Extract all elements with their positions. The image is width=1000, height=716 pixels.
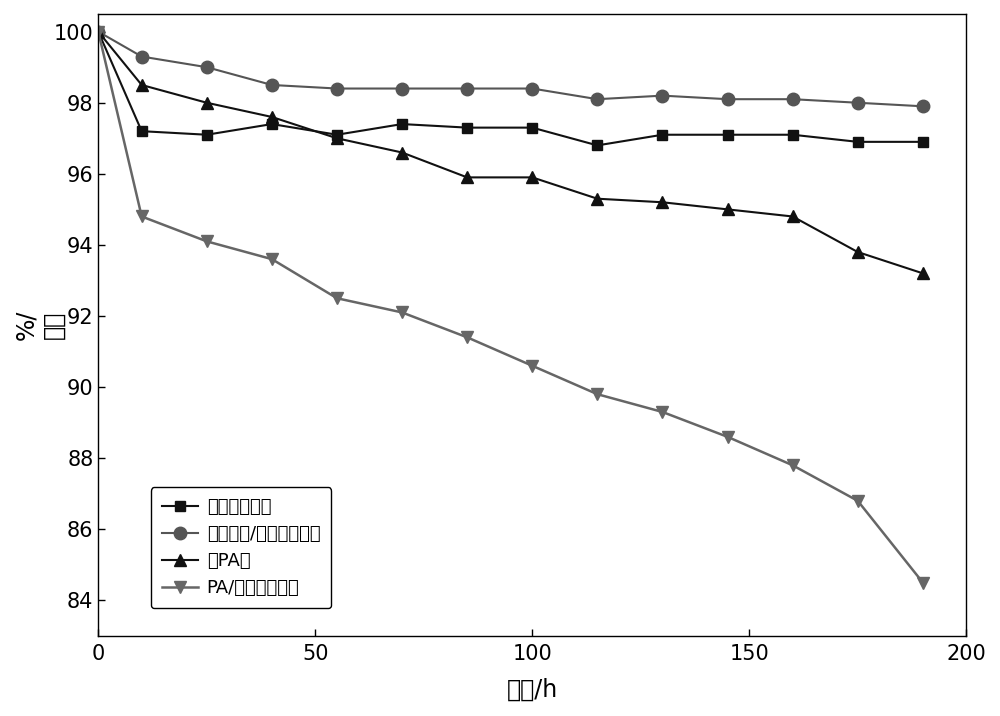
Line: 聚硫氧烷/馒溶胶复合膜: 聚硫氧烷/馒溶胶复合膜 xyxy=(92,25,929,112)
纯PA膜 xyxy=(136,81,148,90)
纯聚硫氧烷膜 xyxy=(396,120,408,128)
纯PA膜 xyxy=(852,248,864,256)
纯聚硫氧烷膜 xyxy=(591,141,603,150)
聚硫氧烷/馒溶胶复合膜 xyxy=(852,99,864,107)
PA/馒溶胶复合膜 xyxy=(92,27,104,36)
PA/馒溶胶复合膜 xyxy=(331,294,343,303)
纯聚硫氧烷膜 xyxy=(266,120,278,128)
纯PA膜 xyxy=(266,112,278,121)
Line: 纯聚硫氧烷膜: 纯聚硫氧烷膜 xyxy=(93,26,928,150)
纯聚硫氧烷膜 xyxy=(526,123,538,132)
X-axis label: 时间/h: 时间/h xyxy=(507,678,558,702)
Legend: 纯聚硫氧烷膜, 聚硫氧烷/馒溶胶复合膜, 纯PA膜, PA/馒溶胶复合膜: 纯聚硫氧烷膜, 聚硫氧烷/馒溶胶复合膜, 纯PA膜, PA/馒溶胶复合膜 xyxy=(151,488,331,608)
聚硫氧烷/馒溶胶复合膜 xyxy=(591,95,603,104)
纯聚硫氧烷膜 xyxy=(331,130,343,139)
聚硫氧烷/馒溶胶复合膜 xyxy=(92,27,104,36)
纯PA膜 xyxy=(396,148,408,157)
聚硫氧烷/馒溶胶复合膜 xyxy=(266,81,278,90)
PA/馒溶胶复合膜 xyxy=(787,461,799,470)
纯PA膜 xyxy=(787,212,799,221)
纯PA膜 xyxy=(656,198,668,206)
PA/馒溶胶复合膜 xyxy=(852,496,864,505)
PA/馒溶胶复合膜 xyxy=(396,308,408,316)
聚硫氧烷/馒溶胶复合膜 xyxy=(656,92,668,100)
聚硫氧烷/馒溶胶复合膜 xyxy=(396,84,408,93)
纯聚硫氧烷膜 xyxy=(787,130,799,139)
纯聚硫氧烷膜 xyxy=(917,137,929,146)
PA/馒溶胶复合膜 xyxy=(722,432,734,441)
聚硫氧烷/馒溶胶复合膜 xyxy=(201,63,213,72)
PA/馒溶胶复合膜 xyxy=(917,579,929,587)
Y-axis label: %/
重量: %/ 重量 xyxy=(14,310,66,340)
PA/馒溶胶复合膜 xyxy=(591,390,603,399)
纯PA膜 xyxy=(591,195,603,203)
聚硫氧烷/馒溶胶复合膜 xyxy=(722,95,734,104)
纯聚硫氧烷膜 xyxy=(136,127,148,135)
Line: PA/馒溶胶复合膜: PA/馒溶胶复合膜 xyxy=(93,26,928,588)
Line: 纯PA膜: 纯PA膜 xyxy=(93,26,928,279)
聚硫氧烷/馒溶胶复合膜 xyxy=(136,52,148,61)
纯聚硫氧烷膜 xyxy=(722,130,734,139)
纯PA膜 xyxy=(461,173,473,182)
纯聚硫氧烷膜 xyxy=(92,27,104,36)
聚硫氧烷/馒溶胶复合膜 xyxy=(787,95,799,104)
PA/馒溶胶复合膜 xyxy=(656,407,668,416)
纯PA膜 xyxy=(331,134,343,142)
PA/馒溶胶复合膜 xyxy=(136,212,148,221)
纯PA膜 xyxy=(722,205,734,213)
聚硫氧烷/馒溶胶复合膜 xyxy=(331,84,343,93)
纯聚硫氧烷膜 xyxy=(656,130,668,139)
纯PA膜 xyxy=(201,99,213,107)
纯PA膜 xyxy=(526,173,538,182)
PA/馒溶胶复合膜 xyxy=(201,237,213,246)
纯聚硫氧烷膜 xyxy=(461,123,473,132)
纯PA膜 xyxy=(92,27,104,36)
聚硫氧烷/馒溶胶复合膜 xyxy=(917,102,929,110)
纯PA膜 xyxy=(917,269,929,278)
纯聚硫氧烷膜 xyxy=(201,130,213,139)
聚硫氧烷/馒溶胶复合膜 xyxy=(526,84,538,93)
PA/馒溶胶复合膜 xyxy=(461,333,473,342)
PA/馒溶胶复合膜 xyxy=(526,362,538,370)
聚硫氧烷/馒溶胶复合膜 xyxy=(461,84,473,93)
纯聚硫氧烷膜 xyxy=(852,137,864,146)
PA/馒溶胶复合膜 xyxy=(266,255,278,263)
